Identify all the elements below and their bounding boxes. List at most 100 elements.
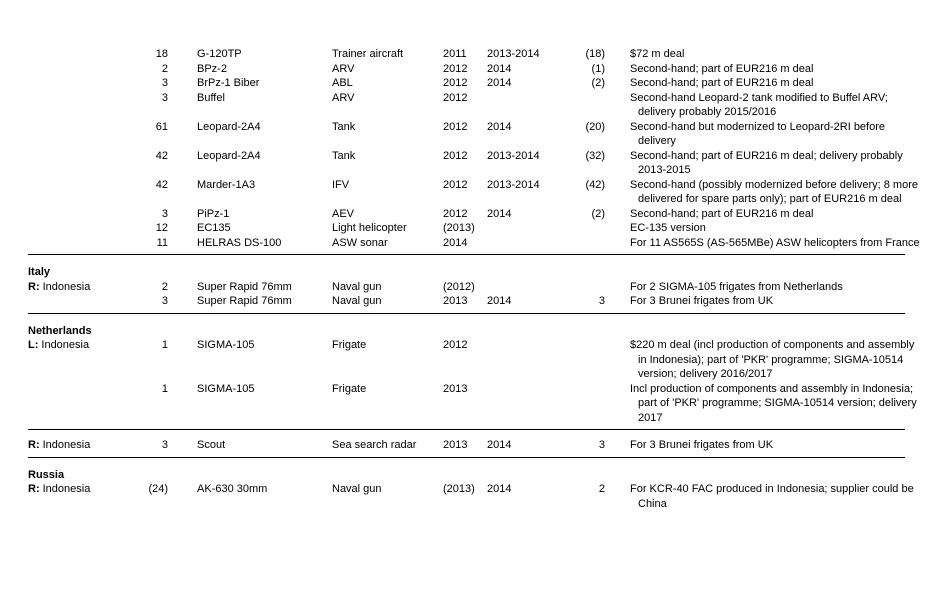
- description-cell: Naval gun: [332, 483, 382, 495]
- designation-cell: BrPz-1 Biber: [197, 77, 260, 89]
- recipient-country: Indonesia: [42, 483, 91, 495]
- description-cell: Sea search radar: [332, 439, 417, 451]
- description-cell: AEV: [332, 207, 355, 220]
- description-cell: IFV: [332, 178, 350, 191]
- description-cell: Naval gun: [332, 280, 382, 293]
- designation-cell: Leopard-2A4: [197, 120, 261, 133]
- comments-cell: Second-hand but modernized to Leopard-2R…: [605, 120, 920, 149]
- designation-cell: AK-630 30mm: [197, 483, 268, 495]
- comments-cell: Second-hand; part of EUR216 m deal: [605, 62, 920, 77]
- description-cell: ARV: [332, 91, 355, 104]
- delivered-qty-cell: 3: [598, 439, 605, 451]
- description-cell: Frigate: [332, 339, 367, 351]
- table-row: 3 PiPz-1 AEV 2012 2014 (2) Second-hand; …: [28, 207, 920, 222]
- qty-cell: 42: [155, 178, 168, 191]
- table-row: 42 Marder-1A3 IFV 2012 2013-2014 (42) Se…: [28, 178, 920, 207]
- delivery-years-cell: 2014: [487, 120, 512, 133]
- comment-text: Second-hand; part of EUR216 m deal: [630, 62, 814, 75]
- recipient-role: R:: [28, 280, 40, 293]
- designation-cell: EC135: [197, 222, 231, 234]
- recipient-country: Indonesia: [42, 439, 91, 451]
- description-cell: Tank: [332, 149, 356, 162]
- recipient-role: L:: [28, 339, 39, 351]
- designation-cell: HELRAS DS-100: [197, 236, 282, 249]
- order-year-cell: (2012): [443, 280, 475, 293]
- delivered-qty-cell: 2: [598, 483, 605, 495]
- table-row: R: Indonesia 3 Scout Sea search radar 201…: [28, 438, 920, 453]
- table-row: 61 Leopard-2A4 Tank 2012 2014 (20) Secon…: [28, 120, 920, 149]
- description-cell: ASW sonar: [332, 236, 388, 249]
- description-cell: ARV: [332, 62, 355, 75]
- comments-cell: For 3 Brunei frigates from UK: [605, 294, 920, 309]
- section-italy: R: Indonesia 2 Super Rapid 76mm Naval gun…: [28, 280, 920, 309]
- order-year-cell: 2012: [443, 62, 468, 75]
- comment-text: Second-hand; part of EUR216 m deal; deli…: [630, 149, 903, 177]
- description-cell: ABL: [332, 77, 353, 89]
- qty-cell: 42: [155, 149, 168, 162]
- delivery-years-cell: 2013-2014: [487, 178, 540, 191]
- comments-cell: For 3 Brunei frigates from UK: [605, 438, 920, 453]
- table-row: 3 BrPz-1 Biber ABL 2012 2014 (2) Second-…: [28, 76, 920, 91]
- recipient-role: R:: [28, 439, 40, 451]
- order-year-cell: 2012: [443, 149, 468, 162]
- description-cell: Frigate: [332, 382, 367, 395]
- qty-cell: 3: [161, 207, 168, 220]
- designation-cell: PiPz-1: [197, 207, 230, 220]
- qty-cell: 18: [155, 48, 168, 60]
- section-netherlands: L: Indonesia 1 SIGMA-105 Frigate 2012 $22…: [28, 338, 920, 425]
- table-row: L: Indonesia 1 SIGMA-105 Frigate 2012 $22…: [28, 338, 920, 382]
- recipient-label: R: Indonesia: [28, 482, 118, 497]
- section-divider: [28, 456, 905, 458]
- recipient-label: R: Indonesia: [28, 438, 118, 453]
- comment-text: For 3 Brunei frigates from UK: [630, 295, 774, 307]
- designation-cell: Marder-1A3: [197, 178, 256, 191]
- designation-cell: Leopard-2A4: [197, 149, 261, 162]
- comments-cell: Incl production of components and assemb…: [605, 382, 920, 426]
- comment-text: Incl production of components and assemb…: [630, 382, 917, 424]
- table-row: R: Indonesia (24) AK-630 30mm Naval gun (…: [28, 482, 920, 511]
- qty-cell: (24): [148, 483, 168, 495]
- delivery-years-cell: 2014: [487, 295, 512, 307]
- qty-cell: 12: [155, 222, 168, 234]
- section-heading-netherlands: Netherlands: [28, 324, 92, 337]
- comment-text: Second-hand (possibly modernized before …: [630, 178, 918, 206]
- order-year-cell: 2012: [443, 120, 468, 133]
- comment-text: EC-135 version: [630, 222, 706, 234]
- table-row: 12 EC135 Light helicopter (2013) EC-135 …: [28, 221, 920, 236]
- order-year-cell: 2012: [443, 91, 468, 104]
- section-russia: R: Indonesia (24) AK-630 30mm Naval gun (…: [28, 482, 920, 511]
- delivered-qty-cell: (2): [591, 77, 605, 89]
- table-row: 2 BPz-2 ARV 2012 2014 (1) Second-hand; p…: [28, 62, 920, 77]
- section-heading-russia: Russia: [28, 468, 65, 481]
- description-cell: Light helicopter: [332, 222, 407, 234]
- order-year-cell: (2013): [443, 483, 475, 495]
- delivered-qty-cell: (20): [585, 120, 605, 133]
- table-row: 11 HELRAS DS-100 ASW sonar 2014 For 11 A…: [28, 236, 920, 251]
- qty-cell: 3: [161, 91, 168, 104]
- qty-cell: 2: [161, 62, 168, 75]
- qty-cell: 11: [156, 236, 168, 249]
- designation-cell: Buffel: [197, 91, 225, 104]
- table-row: 3 Buffel ARV 2012 Second-hand Leopard-2 …: [28, 91, 920, 120]
- order-year-cell: 2013: [443, 382, 468, 395]
- qty-cell: 3: [161, 439, 168, 451]
- comments-cell: $72 m deal: [605, 47, 920, 62]
- order-year-cell: 2012: [443, 207, 468, 220]
- order-year-cell: 2011: [443, 48, 467, 60]
- comment-text: For KCR-40 FAC produced in Indonesia; su…: [630, 483, 914, 510]
- order-year-cell: 2012: [443, 77, 468, 89]
- table-row: R: Indonesia 2 Super Rapid 76mm Naval gun…: [28, 280, 920, 295]
- recipient-label: R: Indonesia: [28, 280, 118, 295]
- order-year-cell: 2012: [443, 339, 468, 351]
- comments-cell: Second-hand; part of EUR216 m deal; deli…: [605, 149, 920, 178]
- delivery-years-cell: 2014: [487, 207, 512, 220]
- delivered-qty-cell: 3: [598, 295, 605, 307]
- designation-cell: Super Rapid 76mm: [197, 295, 292, 307]
- order-year-cell: 2013: [443, 439, 468, 451]
- table-row: 3 Super Rapid 76mm Naval gun 2013 2014 3…: [28, 294, 920, 309]
- section-divider: [28, 254, 905, 255]
- section-divider: [28, 312, 905, 314]
- delivered-qty-cell: (2): [591, 207, 605, 220]
- comments-cell: Second-hand Leopard-2 tank modified to B…: [605, 91, 920, 120]
- delivered-qty-cell: (18): [585, 48, 605, 60]
